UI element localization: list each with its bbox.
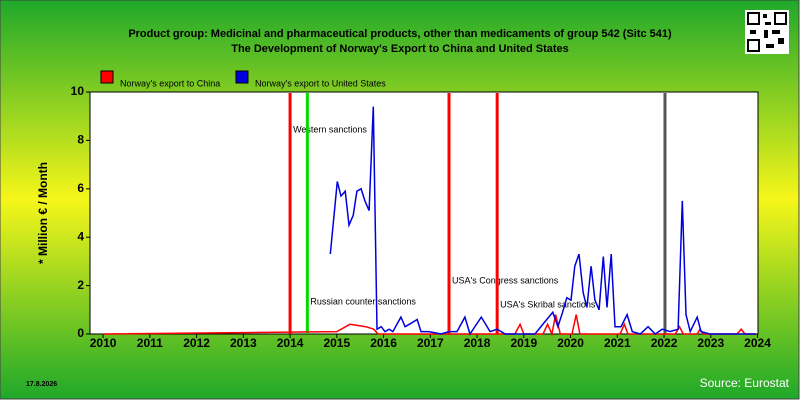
x-tick-label: 2011 [137, 336, 163, 350]
x-tick-label: 2013 [230, 336, 257, 350]
x-tick-label: 2022 [651, 336, 678, 350]
x-tick-label: 2015 [323, 336, 350, 350]
y-tick-label: 8 [77, 133, 84, 147]
event-label: Russian counter sanctions [310, 296, 416, 306]
x-tick-label: 2018 [464, 336, 491, 350]
y-tick-label: 0 [77, 326, 84, 340]
plot-area [89, 91, 759, 335]
x-tick-label: 2024 [744, 336, 771, 350]
x-tick-label: 2019 [510, 336, 537, 350]
x-tick-label: 2020 [557, 336, 584, 350]
event-label: Western sanctions [293, 124, 367, 134]
series-line [329, 106, 757, 336]
legend-swatch [100, 70, 114, 84]
x-tick-label: 2010 [90, 336, 117, 350]
chart-subtitle: The Development of Norway's Export to Ch… [231, 43, 569, 55]
x-tick-label: 2021 [604, 336, 631, 350]
date: 17.8.2026 [26, 381, 57, 388]
legend-label: Norway's export to China [120, 78, 220, 88]
y-tick-label: 2 [77, 278, 84, 292]
x-tick-label: 2023 [697, 336, 724, 350]
legend-label: Norway's export to United States [255, 78, 386, 88]
event-label: USA's Congress sanctions [452, 275, 559, 285]
x-tick-label: 2017 [417, 336, 444, 350]
source: Source: Eurostat [700, 376, 790, 390]
y-tick-label: 6 [77, 181, 84, 195]
qr-code [745, 10, 789, 54]
y-tick-label: 10 [71, 84, 85, 98]
chart-title: Product group: Medicinal and pharmaceuti… [128, 28, 672, 40]
x-tick-label: 2012 [183, 336, 210, 350]
x-tick-label: 2014 [277, 336, 304, 350]
legend-swatch [235, 70, 249, 84]
event-label: USA's Skribal sanctions [500, 299, 596, 309]
y-tick-label: 4 [77, 229, 84, 243]
x-tick-label: 2016 [370, 336, 397, 350]
y-axis-label: * Million € / Month [36, 162, 50, 264]
